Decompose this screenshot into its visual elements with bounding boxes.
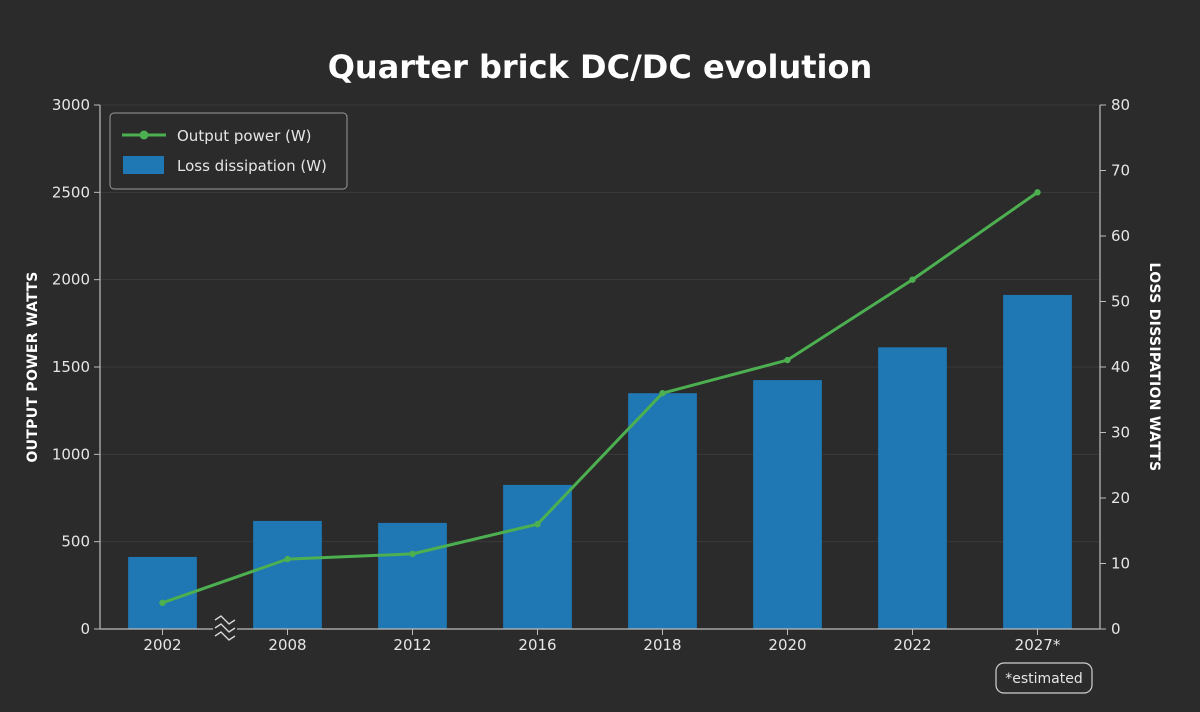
- point-2018: [659, 390, 666, 397]
- bar-2008: [253, 520, 322, 629]
- x-tick-label: 2016: [518, 636, 556, 654]
- axes: 0 500 1000 1500 2000 2500 3000 0 10 20 30 40 50 60 70 8…: [52, 96, 1130, 654]
- left-tick-label: 3000: [52, 96, 90, 114]
- legend-label-output-power: Output power (W): [177, 127, 312, 145]
- axis-break-mark: [213, 615, 237, 645]
- left-axis-title: OUTPUT POWER WATTS: [25, 271, 41, 462]
- left-tick-label: 1000: [52, 445, 90, 463]
- right-tick-label: 0: [1111, 620, 1121, 638]
- legend-label-loss-dissipation: Loss dissipation (W): [177, 157, 327, 175]
- point-2022: [909, 276, 916, 283]
- point-2020: [784, 356, 791, 364]
- point-2002: [159, 599, 166, 606]
- bar-2020: [753, 380, 822, 629]
- left-tick-label: 0: [80, 620, 90, 638]
- right-tick-label: 80: [1111, 96, 1130, 114]
- right-tick-label: 70: [1111, 162, 1130, 180]
- x-tick-label: 2018: [643, 636, 681, 654]
- output-power-line: [162, 191, 1039, 605]
- right-tick-label: 40: [1111, 358, 1130, 376]
- estimated-note-text: *estimated: [1005, 671, 1083, 687]
- left-tick-label: 1500: [52, 358, 90, 376]
- x-tick-label: 2008: [268, 636, 306, 654]
- x-tick-label: 2002: [143, 636, 181, 654]
- x-tick-label: 2020: [768, 636, 806, 654]
- x-tick-label: 2012: [393, 636, 431, 654]
- axis-break-zigzag: [214, 623, 236, 633]
- right-tick-label: 60: [1111, 227, 1130, 245]
- bar-2016: [503, 484, 572, 629]
- right-tick-label: 10: [1111, 555, 1130, 573]
- bar-2027*: [1003, 294, 1072, 629]
- right-tick-label: 50: [1111, 293, 1130, 311]
- right-tick-label: 30: [1111, 424, 1130, 442]
- left-tick-label: 2000: [52, 271, 90, 289]
- right-tick-label: 20: [1111, 489, 1130, 507]
- x-tick-label: 2022: [893, 636, 931, 654]
- point-2016: [534, 521, 541, 528]
- left-tick-label: 500: [61, 533, 90, 551]
- right-axis-title: LOSS DISSIPATION WATTS: [1146, 263, 1162, 472]
- chart-title: Quarter brick DC/DC evolution: [328, 48, 873, 86]
- estimated-note-frame: [995, 662, 1093, 694]
- point-2008: [284, 555, 291, 563]
- bar-2012: [378, 522, 447, 629]
- legend-marker-swatch: [139, 130, 149, 140]
- bar-series-loss-dissipation: [128, 294, 1072, 629]
- axis-break-zigzag: [214, 615, 236, 625]
- bar-2018: [628, 393, 697, 629]
- line-series-output-power: [159, 189, 1041, 606]
- legend-frame: [109, 112, 348, 190]
- legend-bar-swatch: [123, 156, 164, 174]
- left-tick-label: 2500: [52, 183, 90, 201]
- axis-break-zigzag: [214, 631, 236, 641]
- legend: Output power (W) Loss dissipation (W): [109, 112, 348, 190]
- bar-2002: [128, 556, 197, 629]
- point-2027*: [1034, 189, 1041, 196]
- bar-2022: [878, 347, 947, 629]
- estimated-note: *estimated: [995, 662, 1093, 694]
- point-2012: [409, 550, 416, 558]
- x-tick-label: 2027*: [1015, 636, 1061, 654]
